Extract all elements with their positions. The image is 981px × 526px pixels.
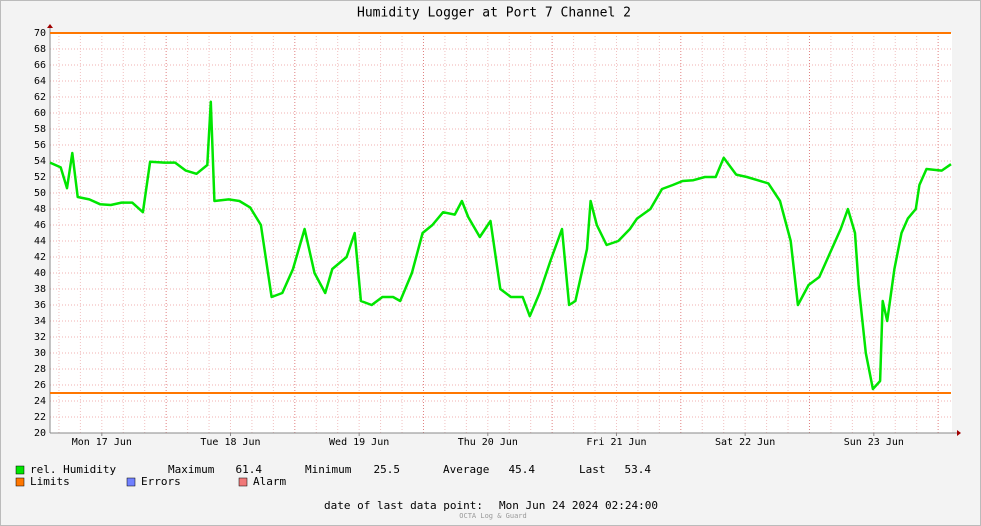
y-tick-label: 30 <box>34 348 46 359</box>
y-tick-label: 46 <box>34 220 46 231</box>
y-tick-label: 50 <box>34 188 46 199</box>
stat-label: Last <box>579 463 606 476</box>
y-tick-label: 48 <box>34 204 46 215</box>
y-tick-label: 34 <box>34 316 46 327</box>
x-tick-label: Sat 22 Jun <box>715 437 775 448</box>
legend-label: Limits <box>30 475 70 488</box>
legend-swatch <box>126 477 136 487</box>
x-tick-label: Sun 23 Jun <box>844 437 904 448</box>
y-tick-label: 32 <box>34 332 46 343</box>
y-tick-label: 62 <box>34 92 46 103</box>
plot-area <box>50 33 952 433</box>
y-tick-label: 68 <box>34 44 46 55</box>
stat-value: 25.5 <box>374 463 401 476</box>
footer-label: date of last data point: <box>324 499 483 512</box>
y-tick-label: 64 <box>34 76 46 87</box>
y-tick-label: 44 <box>34 236 46 247</box>
axis-arrow <box>47 24 53 28</box>
y-tick-label: 26 <box>34 380 46 391</box>
stat-label: Maximum <box>168 463 215 476</box>
y-tick-label: 22 <box>34 412 46 423</box>
y-tick-label: 38 <box>34 284 46 295</box>
y-tick-label: 40 <box>34 268 46 279</box>
y-tick-label: 70 <box>34 28 46 39</box>
watermark: OCTA Log & Guard <box>459 512 526 520</box>
y-tick-label: 42 <box>34 252 46 263</box>
chart-title: Humidity Logger at Port 7 Channel 2 <box>357 6 631 21</box>
y-tick-label: 58 <box>34 124 46 135</box>
x-tick-label: Mon 17 Jun <box>72 437 132 448</box>
y-tick-label: 66 <box>34 60 46 71</box>
footer-value: Mon Jun 24 2024 02:24:00 <box>499 499 658 512</box>
legend-swatch <box>15 477 25 487</box>
x-tick-label: Wed 19 Jun <box>329 437 389 448</box>
axis-arrow <box>957 430 961 436</box>
legend-label: rel. Humidity <box>30 463 116 476</box>
legend-swatch <box>238 477 248 487</box>
x-tick-label: Fri 21 Jun <box>586 437 646 448</box>
stat-value: 53.4 <box>625 463 652 476</box>
x-tick-label: Thu 20 Jun <box>458 437 518 448</box>
line <box>49 100 952 391</box>
legend-label: Errors <box>141 475 181 488</box>
stat-value: 61.4 <box>236 463 263 476</box>
stat-label: Average <box>443 463 489 476</box>
stat-value: 45.4 <box>509 463 536 476</box>
legend-swatch <box>15 465 25 475</box>
y-tick-label: 20 <box>34 428 46 439</box>
y-tick-label: 24 <box>34 396 46 407</box>
legend-label: Alarm <box>253 475 286 488</box>
y-tick-label: 54 <box>34 156 46 167</box>
y-tick-label: 28 <box>34 364 46 375</box>
x-tick-label: Tue 18 Jun <box>200 437 260 448</box>
y-tick-label: 56 <box>34 140 46 151</box>
stat-label: Minimum <box>305 463 352 476</box>
y-tick-label: 36 <box>34 300 46 311</box>
y-tick-label: 60 <box>34 108 46 119</box>
y-tick-label: 52 <box>34 172 46 183</box>
